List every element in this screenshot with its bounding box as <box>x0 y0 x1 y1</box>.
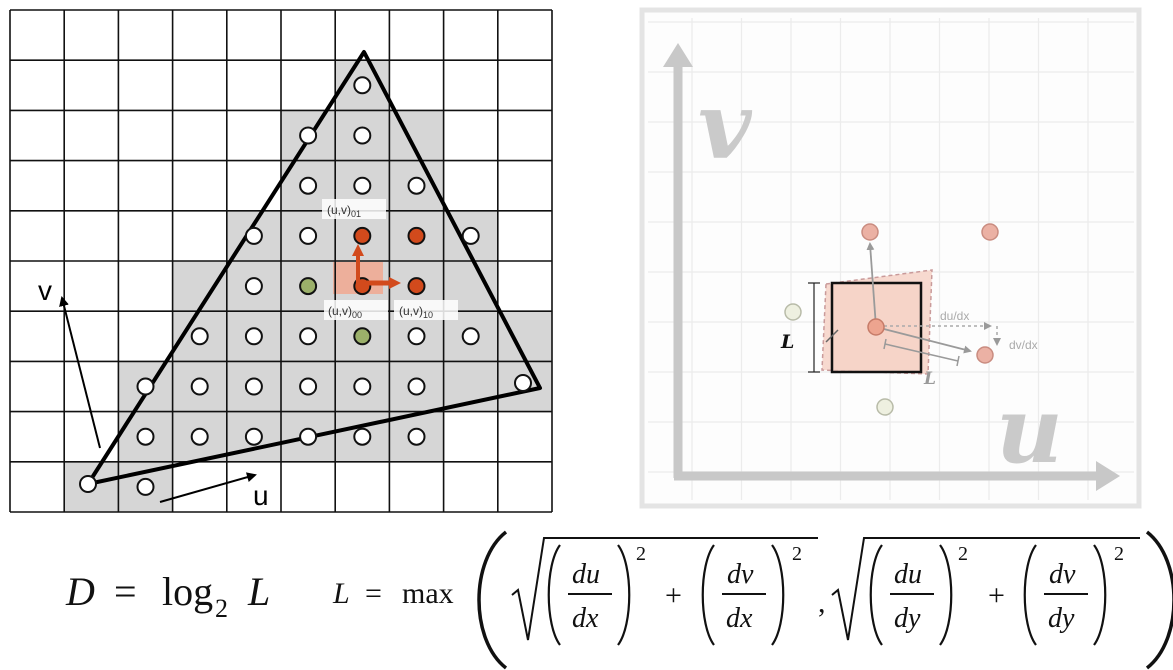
texture-space-panel: v u L L du/dx dv/dx <box>639 7 1142 509</box>
dv-arrow <box>866 242 877 328</box>
outer-paren-right <box>1145 530 1173 670</box>
sample-point <box>190 427 209 446</box>
L-diag-bracket <box>884 343 959 362</box>
sample-point <box>407 277 426 296</box>
sample-point <box>299 176 318 195</box>
sample-points <box>79 76 532 496</box>
L-diag-label: L <box>923 369 936 389</box>
sample-point <box>407 176 426 195</box>
formula-D: D <box>65 569 95 614</box>
pow-3: 2 <box>958 543 968 565</box>
sample-point <box>244 377 263 396</box>
sample-point <box>244 277 263 296</box>
sample-point <box>79 475 97 493</box>
sample-point <box>299 277 318 296</box>
sample-point <box>136 477 155 496</box>
pow-2: 2 <box>792 543 802 565</box>
coverage-cell <box>497 311 553 362</box>
texel-sample <box>876 398 894 416</box>
sample-point <box>353 176 372 195</box>
frac-du-1: du <box>572 559 600 590</box>
big-u-label: u <box>996 376 1063 484</box>
uv00-label: (u,v)00 <box>328 304 362 320</box>
sample-point <box>353 327 372 346</box>
formula: D = log 2 L L = max du dx 2 + dv dx 2 , … <box>65 530 1173 670</box>
sample-point <box>407 377 426 396</box>
sample-point <box>407 327 426 346</box>
sample-point <box>244 226 263 245</box>
formula-log: log <box>162 569 213 614</box>
u-axis-arrow <box>159 472 257 503</box>
sample-point <box>299 126 318 145</box>
formula-L1: L <box>247 569 270 614</box>
texel-sample <box>784 303 802 321</box>
frac-dv-1: dv <box>727 559 754 590</box>
sample-point <box>299 327 318 346</box>
v-axis-label: v <box>38 275 52 306</box>
sample-point <box>299 427 318 446</box>
sample-point <box>461 327 480 346</box>
sample-point <box>407 427 426 446</box>
texel-sample <box>861 223 879 241</box>
coverage-cells <box>64 60 553 513</box>
sample-point <box>244 327 263 346</box>
uv01-label: (u,v)01 <box>327 203 361 219</box>
sample-point <box>353 226 372 245</box>
sample-point <box>136 377 155 396</box>
formula-L2: L <box>332 577 350 610</box>
coverage-cell <box>172 261 228 312</box>
du-arrow <box>875 326 972 354</box>
sample-point <box>299 377 318 396</box>
frac-du-2: du <box>894 559 922 590</box>
sample-point <box>353 76 372 95</box>
sample-point <box>190 377 209 396</box>
v-axis-arrow <box>59 296 101 449</box>
sqrt-2 <box>831 537 1140 641</box>
sqrt-1 <box>511 537 818 641</box>
frac-dy-2: dy <box>1048 603 1075 634</box>
frac-dx-1: dx <box>572 603 599 634</box>
frac-dv-2: dv <box>1049 559 1076 590</box>
sample-point <box>136 427 155 446</box>
du-dx-label: du/dx <box>940 309 969 323</box>
u-axis-label: u <box>253 480 269 511</box>
pow-1: 2 <box>636 543 646 565</box>
formula-eq1: = <box>114 569 137 614</box>
texel-sample <box>981 223 999 241</box>
formula-eq2: = <box>365 577 382 610</box>
formula-log-base: 2 <box>215 594 228 623</box>
sample-point <box>461 226 480 245</box>
big-v-label: v <box>698 72 753 180</box>
sample-point <box>353 126 372 145</box>
left-tick-arrow <box>825 329 839 343</box>
dv-dx-label: dv/dx <box>1009 338 1038 352</box>
pow-4: 2 <box>1114 543 1124 565</box>
L-side-label: L <box>780 331 794 353</box>
uv10-label: (u,v)10 <box>399 304 433 320</box>
frac-dy-1: dy <box>894 603 921 634</box>
outer-paren-left <box>477 530 508 670</box>
sample-point <box>299 226 318 245</box>
center-sample <box>867 318 885 336</box>
sample-point <box>190 327 209 346</box>
plus-1: + <box>665 579 682 612</box>
formula-comma: , <box>818 586 826 619</box>
texel-sample <box>976 346 994 364</box>
plus-2: + <box>988 579 1005 612</box>
frac-dx-2: dx <box>726 603 753 634</box>
pixel-grid <box>9 9 553 513</box>
sample-point <box>407 226 426 245</box>
formula-max: max <box>402 577 454 610</box>
rasterized-triangle-panel: (u,v)01 (u,v)00 (u,v)10 v u <box>9 9 553 513</box>
sample-point <box>514 374 532 392</box>
sample-point <box>244 427 263 446</box>
sample-point <box>353 427 372 446</box>
sample-point <box>353 377 372 396</box>
